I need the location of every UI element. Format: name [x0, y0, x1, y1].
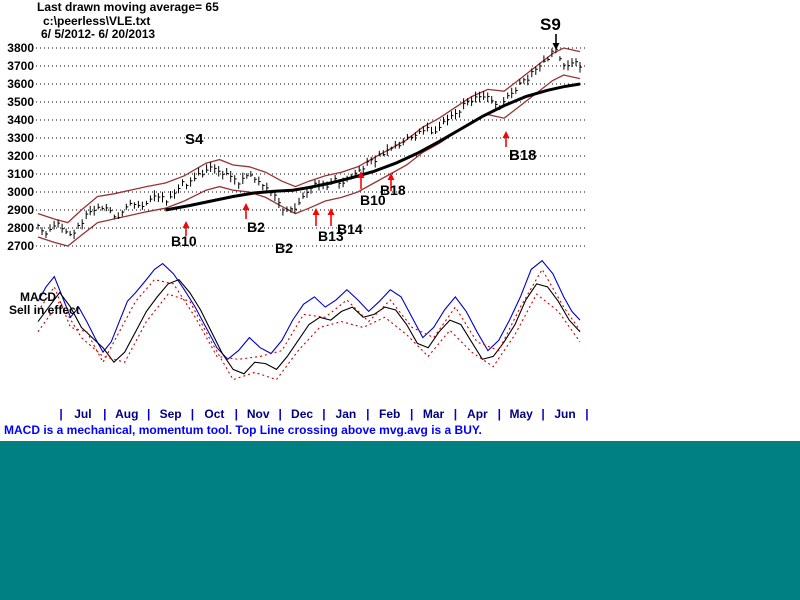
month-label-aug: Aug: [115, 407, 139, 421]
month-label-nov: Nov: [246, 407, 270, 421]
signal-label-s4: S4: [185, 131, 204, 148]
y-axis-label: 3800: [7, 41, 34, 55]
month-tick: |: [541, 407, 545, 421]
y-axis-label: 3000: [7, 185, 34, 199]
month-tick: |: [234, 407, 238, 421]
signal-label-b2: B2: [275, 240, 293, 256]
month-label-jul: Jul: [74, 407, 92, 421]
month-label-may: May: [509, 407, 533, 421]
month-tick: |: [409, 407, 414, 421]
signal-label-b13: B13: [318, 228, 344, 244]
lower-band: [37, 74, 581, 247]
macd-slow-smoothed-line: [37, 293, 581, 381]
month-label-sep: Sep: [159, 407, 182, 421]
month-tick: |: [453, 407, 458, 421]
month-label-oct: Oct: [204, 407, 225, 421]
y-axis-label: 3300: [7, 131, 34, 145]
month-tick: |: [497, 407, 501, 421]
macd-status: Sell in effect: [9, 303, 80, 317]
footer-caption: MACD is a mechanical, momentum tool. Top…: [4, 423, 482, 437]
month-tick: |: [585, 407, 589, 421]
signal-label-b18: B18: [509, 147, 537, 164]
date-range-text: 6/ 5/2012- 6/ 20/2013: [41, 27, 156, 41]
signal-label-b14: B14: [337, 221, 363, 237]
month-tick: |: [278, 407, 282, 421]
upper-band: [37, 47, 581, 224]
price-macd-chart-canvas: [36, 34, 586, 381]
signal-label-b10: B10: [360, 192, 386, 208]
signal-label-b18: B18: [380, 182, 406, 198]
buy-arrow-icon: [357, 171, 365, 178]
y-axis-label: 3500: [7, 95, 34, 109]
month-axis: | Jul | Aug | Sep | Oct | Nov | Dec | Jan | Feb | Mar | Apr…: [58, 406, 590, 422]
signal-label-b2: B2: [247, 219, 265, 235]
y-axis-label: 3700: [7, 59, 34, 73]
buy-arrow-icon: [327, 208, 335, 215]
buy-arrow-icon: [387, 173, 395, 180]
moving-average-65-line: [165, 82, 581, 212]
month-label-mar: Mar: [422, 407, 445, 421]
month-tick: |: [146, 407, 151, 421]
signal-label-s9: S9: [540, 15, 561, 34]
y-axis-label: 2900: [7, 203, 34, 217]
month-tick: |: [59, 407, 63, 421]
month-label-jun: Jun: [554, 407, 576, 421]
buy-arrow-icon: [242, 203, 250, 210]
macd-slow-black-line: [37, 278, 581, 375]
sell-arrow-icon: [552, 43, 560, 50]
month-label-apr: Apr: [467, 407, 488, 421]
chart-panel: Last drawn moving average= 65 c:\peerles…: [0, 0, 800, 441]
y-axis-label: 3600: [7, 77, 34, 91]
y-axis-label: 3200: [7, 149, 34, 163]
month-label-dec: Dec: [291, 407, 314, 421]
macd-fast-blue-line: [37, 259, 581, 361]
month-tick: |: [322, 407, 326, 421]
file-path-text: c:\peerless\VLE.txt: [43, 14, 151, 28]
buy-arrow-icon: [312, 208, 320, 215]
macd-fast-smoothed-line: [37, 268, 581, 364]
month-label-feb: Feb: [379, 407, 401, 421]
y-axis-label: 2700: [7, 239, 34, 253]
signal-label-b10: B10: [171, 233, 197, 249]
y-axis-label: 3100: [7, 167, 34, 181]
last-moving-average-text: Last drawn moving average= 65: [37, 0, 219, 14]
buy-arrow-icon: [182, 221, 190, 228]
month-label-jan: Jan: [335, 407, 357, 421]
month-tick: |: [190, 407, 195, 421]
month-tick: |: [366, 407, 370, 421]
y-axis-label: 3400: [7, 113, 34, 127]
buy-arrow-icon: [502, 131, 510, 138]
desktop-background: [0, 441, 800, 600]
month-tick: |: [103, 407, 107, 421]
macd-title: MACD: [20, 290, 56, 304]
y-axis-label: 2800: [7, 221, 34, 235]
